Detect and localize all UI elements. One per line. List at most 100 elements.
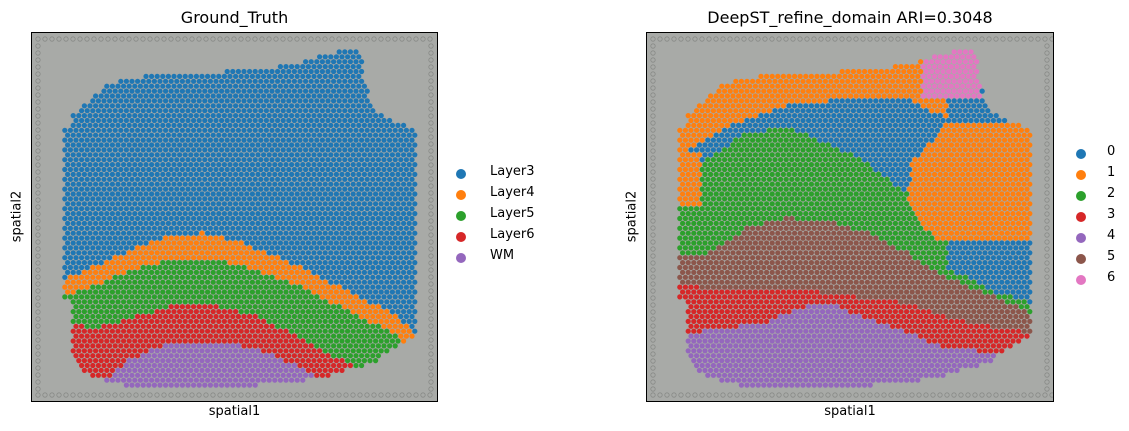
spot	[73, 147, 79, 153]
spot	[177, 191, 183, 197]
spot	[353, 353, 359, 359]
spot	[303, 294, 309, 300]
spot	[974, 78, 980, 84]
spot	[230, 284, 236, 290]
spot	[792, 83, 798, 89]
spot	[398, 264, 404, 271]
spot	[213, 304, 219, 310]
spot	[395, 171, 401, 177]
spot	[213, 117, 219, 124]
spot	[996, 137, 1002, 143]
spot	[191, 157, 197, 163]
spot	[121, 122, 127, 128]
spot	[191, 382, 197, 388]
spot	[322, 328, 328, 334]
spot	[230, 98, 236, 104]
spot	[244, 122, 250, 128]
spot	[870, 132, 876, 138]
spot	[820, 73, 826, 79]
spot	[867, 157, 873, 163]
spot	[333, 171, 339, 177]
spot	[255, 132, 261, 138]
spot	[878, 78, 884, 84]
spot	[314, 294, 320, 300]
spot	[252, 78, 258, 84]
spot	[160, 328, 166, 334]
spot	[918, 108, 924, 114]
spot	[177, 250, 183, 256]
spot	[339, 328, 345, 334]
spot	[361, 191, 367, 197]
spot	[219, 343, 225, 349]
spot	[235, 98, 241, 104]
spot	[378, 299, 384, 305]
spot	[123, 108, 129, 114]
spot	[409, 245, 415, 251]
spot	[216, 152, 222, 158]
spot	[974, 117, 980, 124]
spot	[926, 64, 932, 70]
spot	[336, 304, 342, 310]
spot	[303, 78, 309, 84]
spot	[277, 240, 283, 246]
spot	[241, 108, 247, 114]
spot	[370, 166, 376, 173]
spot	[381, 137, 387, 143]
spot	[356, 230, 362, 236]
spot	[822, 157, 828, 163]
spot	[305, 171, 311, 177]
spot	[241, 372, 247, 378]
spot	[331, 88, 337, 94]
spot	[112, 88, 118, 94]
spot	[149, 142, 155, 148]
spot	[359, 323, 365, 329]
spot	[322, 103, 328, 109]
spot	[275, 264, 281, 271]
spot	[347, 59, 353, 65]
spot	[289, 240, 295, 246]
spot	[157, 372, 163, 378]
spot	[207, 98, 213, 104]
spot	[333, 103, 339, 109]
spot	[822, 117, 828, 124]
spot	[333, 181, 339, 187]
spot	[744, 117, 750, 124]
spot	[289, 162, 295, 168]
spot	[93, 162, 99, 168]
spot	[381, 235, 387, 241]
spot	[850, 166, 856, 173]
spot	[303, 196, 309, 202]
spot	[305, 93, 311, 99]
spot	[65, 171, 71, 177]
spot	[179, 88, 185, 94]
spot	[688, 117, 694, 124]
spot	[291, 304, 297, 310]
spot	[193, 230, 199, 236]
spot	[95, 353, 101, 359]
spot	[238, 73, 244, 79]
spot	[255, 220, 261, 226]
spot	[940, 98, 946, 104]
spot	[370, 206, 376, 212]
spot	[727, 137, 733, 143]
spot	[328, 113, 334, 119]
spot	[412, 191, 418, 197]
spot	[163, 176, 169, 182]
spot	[403, 127, 409, 133]
spot	[906, 78, 912, 84]
spot	[747, 152, 753, 158]
spot	[294, 289, 300, 295]
spot	[375, 255, 381, 261]
spot	[890, 157, 896, 163]
spot	[95, 245, 101, 251]
spot	[107, 245, 113, 251]
spot	[353, 88, 359, 94]
spot	[129, 353, 135, 359]
spot	[319, 264, 325, 271]
spot	[968, 68, 974, 75]
spot	[188, 93, 194, 99]
spot	[233, 328, 239, 334]
spot	[339, 318, 345, 324]
spot	[705, 98, 711, 104]
spot	[300, 299, 306, 305]
